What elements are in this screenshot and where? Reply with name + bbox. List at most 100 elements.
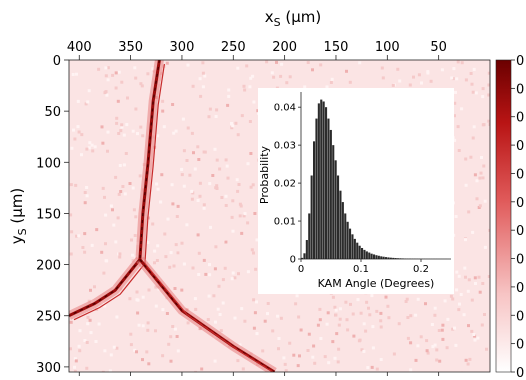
noise-pixel xyxy=(375,367,379,371)
histogram-bar xyxy=(327,118,330,259)
noise-pixel xyxy=(133,348,137,352)
noise-pixel xyxy=(478,290,482,294)
x-axis-label: xS (μm) xyxy=(265,8,322,29)
noise-pixel xyxy=(280,62,284,66)
noise-pixel xyxy=(170,183,174,187)
noise-pixel xyxy=(255,332,259,336)
noise-pixel xyxy=(85,366,89,370)
noise-pixel xyxy=(245,64,249,68)
inset-y-tick-label: 0.01 xyxy=(274,217,296,228)
noise-pixel xyxy=(392,352,396,356)
noise-pixel xyxy=(104,213,108,217)
noise-pixel xyxy=(182,184,186,188)
noise-pixel xyxy=(419,335,423,339)
noise-pixel xyxy=(329,81,333,84)
colorbar-tick-label: 0 xyxy=(516,167,524,182)
inset-x-label: KAM Angle (Degrees) xyxy=(318,277,435,290)
colorbar-tick-label: 0 xyxy=(516,196,524,211)
noise-pixel xyxy=(463,266,467,270)
noise-pixel xyxy=(126,96,129,100)
noise-pixel xyxy=(475,179,479,183)
noise-pixel xyxy=(131,186,135,190)
noise-pixel xyxy=(208,182,212,186)
noise-pixel xyxy=(100,125,104,129)
noise-pixel xyxy=(251,74,255,78)
histogram-bar xyxy=(385,257,388,259)
noise-pixel xyxy=(459,293,463,296)
inset-x-ticks: 0 0.1 0.2 xyxy=(298,259,429,275)
noise-pixel xyxy=(180,241,184,245)
noise-pixel xyxy=(327,361,331,365)
noise-pixel xyxy=(384,295,388,299)
noise-pixel xyxy=(391,83,395,87)
noise-pixel xyxy=(272,75,276,79)
noise-pixel xyxy=(128,182,132,185)
noise-pixel xyxy=(218,167,222,171)
noise-pixel xyxy=(239,204,243,208)
histogram-bar xyxy=(394,258,397,259)
noise-pixel xyxy=(404,300,408,303)
noise-pixel xyxy=(209,225,212,229)
noise-pixel xyxy=(168,265,172,269)
noise-pixel xyxy=(115,121,119,125)
noise-pixel xyxy=(454,215,458,218)
noise-pixel xyxy=(97,322,101,326)
noise-pixel xyxy=(292,353,296,357)
inset-y-tick-label: 0.02 xyxy=(274,179,296,190)
noise-pixel xyxy=(236,133,240,137)
noise-pixel xyxy=(277,337,281,340)
noise-pixel xyxy=(368,313,372,317)
noise-pixel xyxy=(86,315,90,319)
noise-pixel xyxy=(331,340,335,344)
noise-pixel xyxy=(435,358,439,362)
histogram-bar xyxy=(344,213,347,259)
noise-pixel xyxy=(213,359,217,363)
x-tick-label: 400 xyxy=(67,40,92,55)
noise-pixel xyxy=(246,270,250,274)
noise-pixel xyxy=(231,271,235,275)
noise-pixel xyxy=(208,107,212,111)
noise-pixel xyxy=(456,125,460,129)
noise-pixel xyxy=(132,208,136,212)
noise-pixel xyxy=(359,311,363,315)
noise-pixel xyxy=(115,315,119,319)
noise-pixel xyxy=(346,328,350,332)
noise-pixel xyxy=(106,66,110,70)
noise-pixel xyxy=(105,259,109,263)
noise-pixel xyxy=(186,63,190,67)
noise-pixel xyxy=(472,333,476,336)
noise-pixel xyxy=(252,251,255,255)
noise-pixel xyxy=(311,68,314,72)
noise-pixel xyxy=(199,94,203,98)
noise-pixel xyxy=(122,163,126,167)
x-tick-label: 100 xyxy=(375,40,400,55)
noise-pixel xyxy=(196,233,200,237)
noise-pixel xyxy=(69,213,73,217)
noise-pixel xyxy=(279,74,283,78)
noise-pixel xyxy=(200,367,204,371)
y-axis-label: yS (μm) xyxy=(8,188,29,245)
noise-pixel xyxy=(487,93,490,97)
noise-pixel xyxy=(121,185,125,188)
noise-pixel xyxy=(117,70,121,74)
noise-pixel xyxy=(70,146,74,150)
noise-pixel xyxy=(470,298,474,302)
inset-y-ticks: 0 0.01 0.02 0.03 0.04 xyxy=(274,103,301,266)
noise-pixel xyxy=(478,204,482,208)
noise-pixel xyxy=(165,61,169,65)
noise-pixel xyxy=(333,356,337,360)
noise-pixel xyxy=(396,67,400,71)
histogram-bar xyxy=(351,234,354,259)
noise-pixel xyxy=(441,323,445,327)
inset-x-tick-label: 0.1 xyxy=(353,264,369,275)
y-axis-left: 0 50 100 150 200 250 300 xyxy=(36,54,69,376)
noise-pixel xyxy=(161,354,165,358)
noise-pixel xyxy=(181,117,185,121)
noise-pixel xyxy=(236,66,240,70)
noise-pixel xyxy=(248,85,252,89)
noise-pixel xyxy=(246,162,250,166)
noise-pixel xyxy=(114,86,118,90)
noise-pixel xyxy=(467,210,471,214)
noise-pixel xyxy=(240,114,244,118)
noise-pixel xyxy=(455,77,459,81)
